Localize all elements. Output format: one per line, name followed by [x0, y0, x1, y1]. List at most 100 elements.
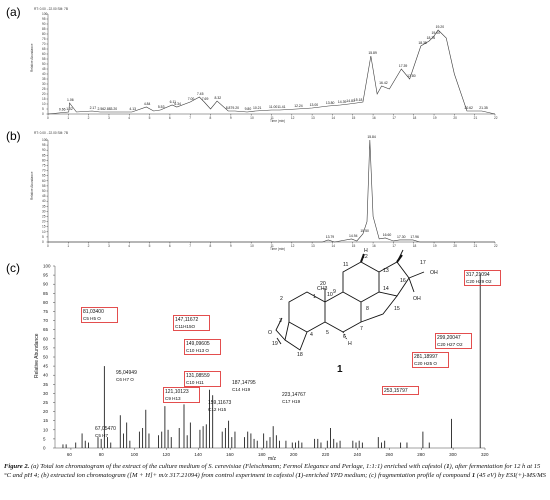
annotation-mz: 223,14767 [282, 392, 306, 398]
y-tick-label: 85 [42, 27, 46, 31]
x-tick-label: 100 [131, 452, 139, 457]
y-tick-label: 55 [42, 184, 46, 188]
peak-label: 7.00 [188, 97, 195, 101]
x-tick-label: 22 [494, 244, 498, 248]
y-tick-label: 0 [43, 446, 46, 451]
peak-label: 10.21 [253, 106, 262, 110]
annotation-mz: 95,04949 [116, 370, 137, 376]
annotation-formula: C10 H13 O [186, 348, 209, 353]
panel-a-header: RT: 0.00 - 22.00 SM: 7B [34, 7, 68, 11]
peak-label: 8.87 [226, 106, 233, 110]
x-tick-label: 11 [271, 116, 275, 120]
annotation-formula: C20 H27 O2 [437, 342, 463, 347]
y-tick-label: 5 [42, 235, 44, 239]
annotation-mz: 187,14795 [232, 380, 256, 386]
y-tick-label: 60 [42, 52, 46, 56]
peak-label: 20.62 [464, 106, 473, 110]
y-tick-label: 15 [42, 225, 46, 229]
x-tick-label: 180 [258, 452, 266, 457]
y-tick-label: 70 [43, 318, 49, 323]
peak-label: 19.00 [432, 31, 441, 35]
y-tick-label: 95 [43, 273, 49, 278]
x-tick-label: 12 [291, 116, 295, 120]
annotation-formula: C20 H25 O [414, 361, 437, 366]
y-tick-label: 100 [42, 12, 48, 16]
x-tick-label: 320 [481, 452, 489, 457]
panel-c-label: (c) [6, 261, 20, 275]
y-tick-label: 80 [42, 32, 46, 36]
functional-group: O [268, 330, 272, 336]
y-tick-label: 10 [42, 230, 46, 234]
atom-number: 5 [326, 330, 329, 336]
peak-label: 7.45 [197, 92, 204, 96]
annotation-mz: 67,05470 [95, 426, 116, 432]
y-tick-label: 100 [42, 138, 48, 142]
atom-number: 6 [343, 334, 346, 340]
peak-label: 6.11 [170, 100, 176, 104]
atom-number: 7 [360, 326, 363, 332]
panel-a-peak-labels: 0.66 1.02 1.06 2.17 2.56 2.88 3.20 4.13 4.84 5.53… [59, 25, 488, 112]
panel-a-ylabel: Relative Abundance [30, 43, 34, 72]
x-tick-label: 160 [226, 452, 234, 457]
y-tick-label: 20 [42, 92, 46, 96]
y-tick-label: 25 [43, 400, 49, 405]
x-tick-label: 18 [413, 244, 417, 248]
y-tick-label: 75 [43, 309, 49, 314]
caption-compound-ref-1: 1 [446, 463, 450, 470]
peak-label: 12.24 [294, 104, 303, 108]
y-tick-label: 75 [42, 37, 46, 41]
atom-number: 17 [420, 260, 426, 266]
peak-label: 9.20 [232, 106, 239, 110]
annotation-formula: C6 H7 O [116, 377, 134, 382]
annotation-mz: 81,03400 [83, 309, 104, 315]
peak-label: 2.56 [98, 107, 105, 111]
caption-compound-ref-3: 1 [471, 471, 476, 479]
x-tick-label: 140 [194, 452, 202, 457]
atom-number: 16 [400, 278, 406, 284]
y-tick-label: 55 [43, 345, 49, 350]
annotation-box [184, 339, 221, 355]
y-tick-label: 45 [42, 67, 46, 71]
caption-compound-ref-2: 1 [297, 471, 302, 479]
panel-c-xlabel: m/z [268, 456, 277, 462]
x-tick-label: 22 [494, 116, 498, 120]
x-tick-label: 260 [385, 452, 393, 457]
x-tick-label: 80 [99, 452, 105, 457]
compound-number: 1 [337, 364, 343, 375]
x-tick-label: 0 [47, 244, 49, 248]
x-tick-label: 14 [331, 244, 335, 248]
functional-group: OH [413, 296, 421, 302]
x-tick-label: 17 [392, 116, 396, 120]
peak-label: 13.00 [310, 103, 319, 107]
annotation-formula: C14 H19 [232, 387, 251, 392]
atom-number: 11 [343, 262, 348, 268]
y-tick-label: 50 [43, 355, 49, 360]
x-tick-label: 2 [88, 244, 90, 248]
x-tick-label: 240 [354, 452, 362, 457]
panel-b-header: RT: 0.00 - 22.00 SM: 7B [34, 131, 68, 135]
x-tick-label: 6 [169, 244, 171, 248]
y-tick-label: 15 [42, 97, 46, 101]
x-tick-label: 5 [149, 244, 151, 248]
x-tick-label: 8 [210, 244, 212, 248]
y-tick-label: 90 [42, 22, 46, 26]
annotation-formula: C11H15O [175, 324, 196, 329]
y-tick-label: 20 [43, 409, 49, 414]
atom-number: 9 [333, 289, 336, 295]
x-tick-label: 60 [67, 452, 73, 457]
peak-label: 19.20 [436, 25, 445, 29]
annotation-box [173, 315, 210, 331]
atom-number: 14 [383, 286, 389, 292]
peak-label: 18.76 [427, 36, 436, 40]
peak-label: 17.39 [399, 64, 408, 68]
peak-label: 5.53 [158, 105, 165, 109]
